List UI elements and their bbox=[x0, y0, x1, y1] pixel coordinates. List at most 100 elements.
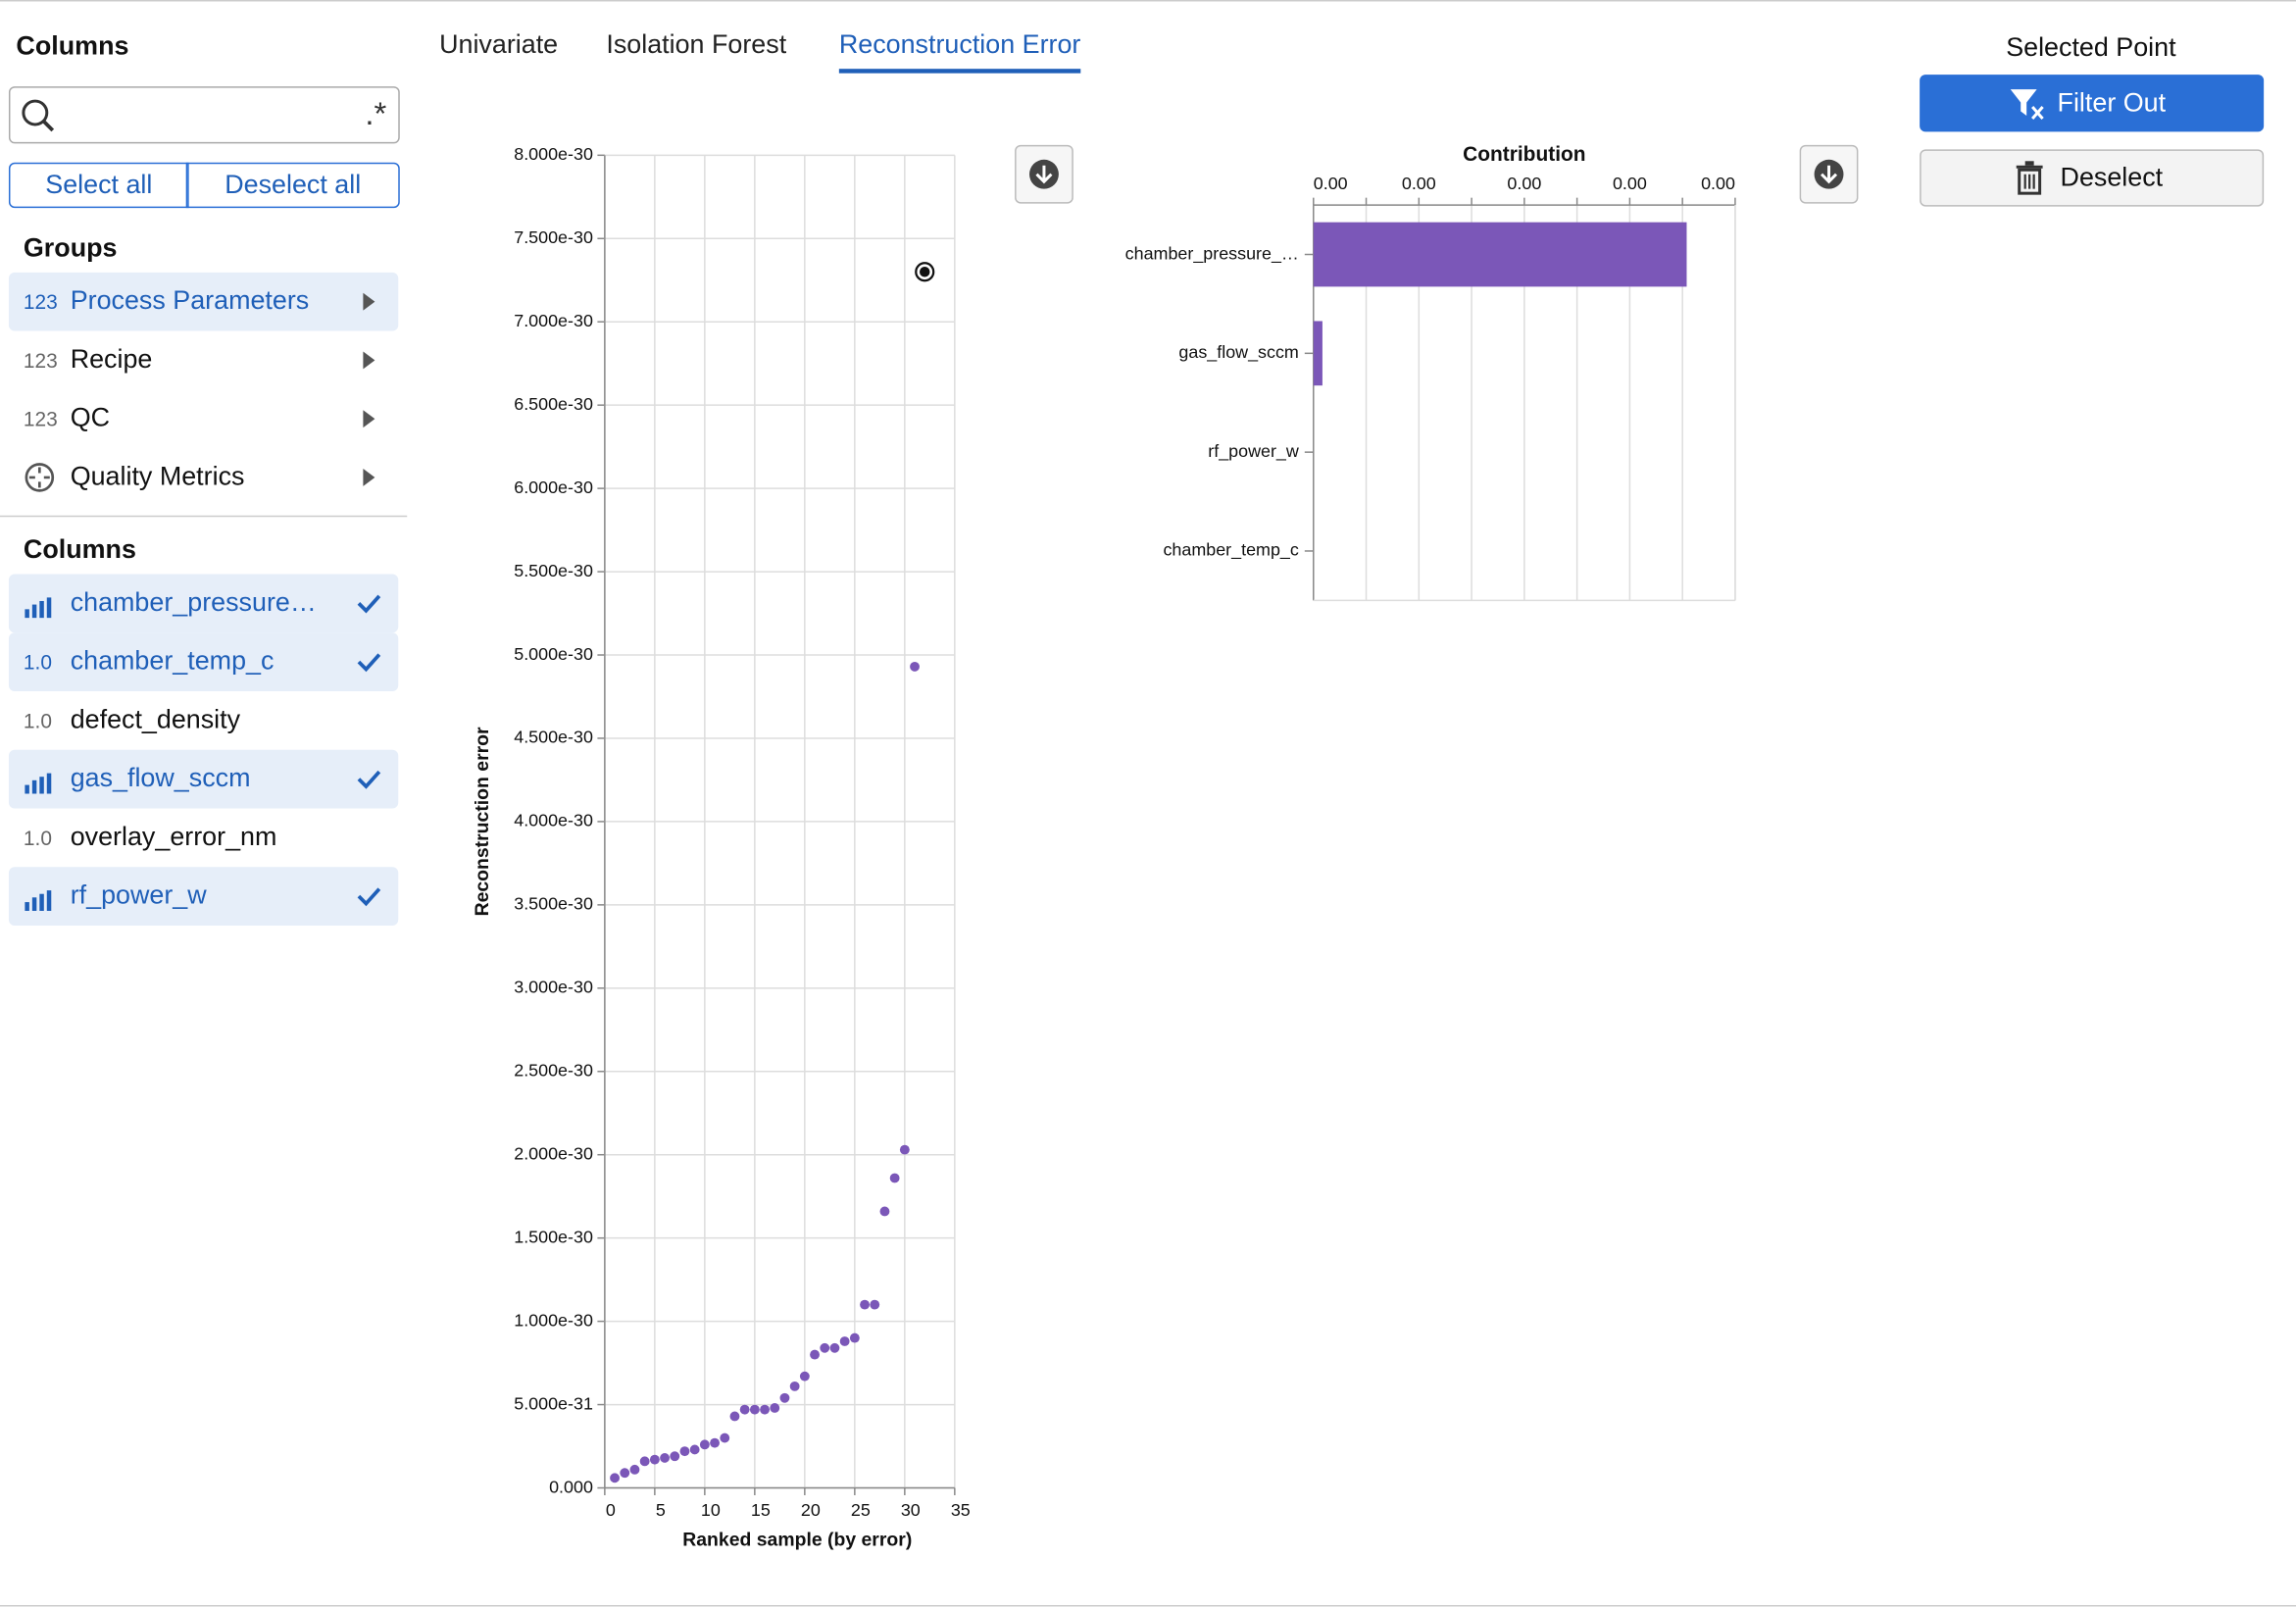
point bbox=[760, 1404, 770, 1415]
check bbox=[357, 770, 381, 789]
caret bbox=[363, 351, 375, 370]
expand-caret bbox=[363, 410, 375, 428]
y-tick-label: 8.000e-30 bbox=[514, 144, 593, 164]
icon-bar bbox=[25, 902, 29, 912]
column-row[interactable]: 1.0 defect_density bbox=[9, 691, 398, 750]
check-icon bbox=[357, 887, 381, 907]
group-row[interactable]: 123 Process Parameters bbox=[8, 272, 399, 331]
y-tick-label: gas_flow_sccm bbox=[1178, 342, 1298, 363]
point bbox=[839, 1336, 850, 1346]
point bbox=[770, 1403, 780, 1413]
metric-icon bbox=[25, 463, 55, 492]
point bbox=[620, 1468, 630, 1479]
y-tick-label: 2.000e-30 bbox=[514, 1143, 593, 1163]
icon-bar bbox=[39, 777, 44, 794]
selected-point bbox=[920, 267, 930, 277]
column-name: defect_density bbox=[70, 704, 241, 734]
point bbox=[610, 1473, 620, 1483]
top-border bbox=[0, 0, 2296, 2]
column-row[interactable]: gas_flow_sccm bbox=[8, 749, 399, 809]
group-name: Recipe bbox=[70, 344, 153, 374]
y-tick-label: chamber_pressure_… bbox=[1125, 243, 1299, 264]
histogram-icon bbox=[25, 890, 52, 912]
point bbox=[820, 1342, 830, 1353]
point bbox=[679, 1446, 690, 1457]
search-box[interactable]: .* bbox=[8, 86, 400, 144]
histogram-icon bbox=[25, 597, 52, 619]
x-tick-label: 0 bbox=[606, 1500, 616, 1520]
regex-toggle[interactable]: .* bbox=[365, 95, 387, 132]
column-row[interactable]: 1.0 overlay_error_nm bbox=[9, 808, 398, 867]
icon-bar bbox=[31, 604, 37, 619]
point bbox=[810, 1349, 820, 1360]
tab[interactable]: Isolation Forest bbox=[606, 28, 787, 59]
type-icon: 1.0 bbox=[23, 708, 52, 732]
point bbox=[699, 1439, 710, 1450]
icon-bar bbox=[46, 597, 52, 619]
point bbox=[779, 1392, 790, 1403]
point bbox=[860, 1299, 870, 1310]
download-button[interactable] bbox=[1015, 144, 1073, 204]
icon-bar bbox=[31, 779, 37, 794]
y-tick-label: 4.000e-30 bbox=[514, 811, 593, 830]
x-tick-label: 35 bbox=[951, 1500, 971, 1520]
group-row[interactable]: Quality Metrics bbox=[9, 448, 398, 507]
column-name: chamber_pressure… bbox=[70, 586, 317, 617]
point bbox=[629, 1464, 640, 1475]
y-tick-label: 0.000 bbox=[549, 1477, 593, 1496]
y-tick-label: 7.000e-30 bbox=[514, 311, 593, 330]
column-row[interactable]: 1.0 chamber_temp_c bbox=[8, 632, 399, 691]
x-tick-label: 0.00 bbox=[1402, 174, 1436, 193]
group-row[interactable]: 123 Recipe bbox=[9, 331, 398, 390]
caret bbox=[363, 292, 375, 311]
type-icon: 123 bbox=[23, 407, 58, 431]
expand-caret bbox=[363, 351, 375, 370]
tab[interactable]: Reconstruction Error bbox=[838, 29, 1081, 74]
x-tick-label: 15 bbox=[751, 1500, 771, 1520]
filter-out-button[interactable]: Filter Out bbox=[1920, 75, 2265, 132]
check-icon bbox=[357, 653, 381, 673]
download-icon bbox=[1029, 159, 1059, 189]
y-tick-label: 3.500e-30 bbox=[514, 894, 593, 914]
column-row[interactable]: chamber_pressure… bbox=[8, 574, 399, 633]
group-name: Process Parameters bbox=[70, 285, 310, 316]
x-tick-label: 0.00 bbox=[1507, 174, 1541, 193]
point bbox=[910, 661, 920, 672]
point bbox=[899, 1144, 910, 1155]
download-icon bbox=[1814, 159, 1844, 189]
x-axis-title: Ranked sample (by error) bbox=[682, 1529, 912, 1550]
deselect-button[interactable]: Deselect bbox=[1920, 149, 2265, 207]
expand-caret bbox=[363, 292, 375, 311]
group-name: Quality Metrics bbox=[70, 461, 245, 491]
download-button[interactable] bbox=[1799, 144, 1859, 204]
caret bbox=[363, 410, 375, 428]
icon-bar bbox=[31, 897, 37, 912]
y-tick-label: chamber_temp_c bbox=[1163, 540, 1298, 561]
y-axis-title: Reconstruction error bbox=[472, 727, 493, 916]
y-tick-label: 5.500e-30 bbox=[514, 561, 593, 580]
icon-bar bbox=[46, 773, 52, 794]
search-icon bbox=[22, 99, 55, 132]
point bbox=[710, 1437, 720, 1448]
type-icon: 123 bbox=[23, 289, 58, 314]
column-name: overlay_error_nm bbox=[70, 821, 277, 851]
point bbox=[870, 1299, 880, 1310]
histogram-icon bbox=[25, 773, 52, 794]
chart-title: Contribution bbox=[1463, 143, 1585, 166]
point bbox=[789, 1381, 800, 1391]
point bbox=[879, 1206, 890, 1217]
select-all-button[interactable]: Select all bbox=[8, 162, 189, 209]
deselect-all-button[interactable]: Deselect all bbox=[185, 162, 400, 209]
group-row[interactable]: 123 QC bbox=[9, 389, 398, 448]
x-tick-label: 20 bbox=[801, 1500, 821, 1520]
x-tick-label: 0.00 bbox=[1613, 174, 1647, 193]
type-icon: 1.0 bbox=[23, 650, 52, 675]
tab[interactable]: Univariate bbox=[439, 28, 559, 59]
y-tick-label: 5.000e-30 bbox=[514, 644, 593, 664]
type-icon: 1.0 bbox=[23, 826, 52, 850]
groups-heading: Groups bbox=[23, 232, 118, 263]
bar bbox=[1313, 222, 1687, 287]
x-tick-label: 5 bbox=[656, 1500, 666, 1520]
column-row[interactable]: rf_power_w bbox=[8, 867, 399, 926]
